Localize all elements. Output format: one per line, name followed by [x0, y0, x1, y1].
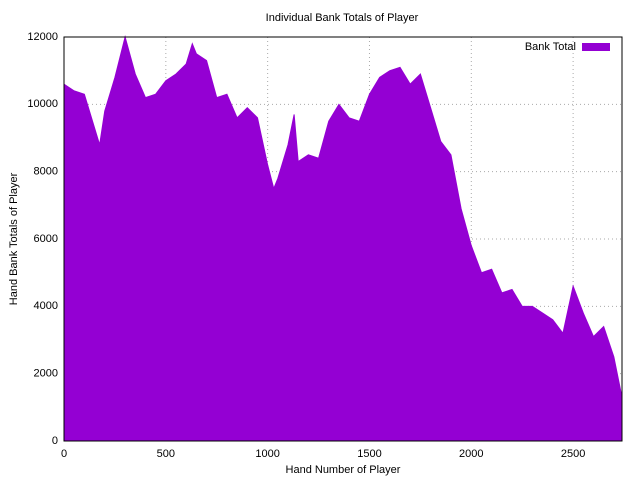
- legend-label: Bank Total: [525, 41, 576, 53]
- x-axis-label: Hand Number of Player: [286, 464, 401, 476]
- area: [63, 35, 623, 442]
- y-tick-label: 8000: [34, 166, 58, 178]
- x-tick-label: 1500: [357, 448, 381, 460]
- y-tick-label: 12000: [27, 31, 58, 43]
- y-tick-label: 0: [52, 435, 58, 447]
- x-tick-label: 1000: [255, 448, 279, 460]
- y-tick-label: 2000: [34, 368, 58, 380]
- chart-title: Individual Bank Totals of Player: [266, 12, 419, 24]
- x-tick-label: 2000: [459, 448, 483, 460]
- y-tick-label: 4000: [34, 300, 58, 312]
- y-tick-label: 6000: [34, 233, 58, 245]
- x-tick-label: 2500: [561, 448, 585, 460]
- plot-frame: [63, 36, 623, 442]
- x-tick-label: 0: [61, 448, 67, 460]
- legend-swatch: [582, 43, 610, 51]
- x-tick-label: 500: [157, 448, 175, 460]
- y-axis-label: Hand Bank Totals of Player: [8, 172, 20, 305]
- y-tick-label: 10000: [27, 98, 58, 110]
